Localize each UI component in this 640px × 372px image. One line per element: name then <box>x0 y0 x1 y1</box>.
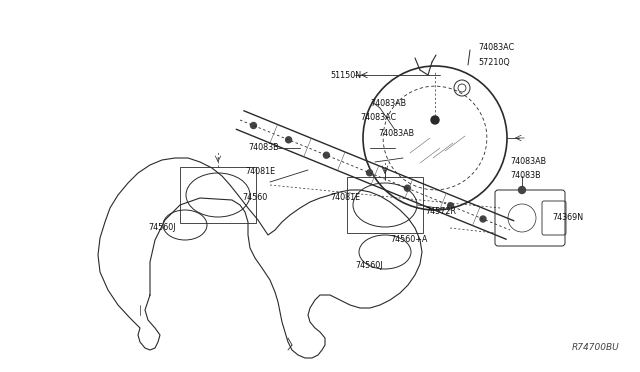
Bar <box>347 177 423 233</box>
Text: 74083B: 74083B <box>248 144 278 153</box>
Circle shape <box>250 122 257 128</box>
Circle shape <box>447 203 454 209</box>
Text: 74083AC: 74083AC <box>360 113 396 122</box>
Text: 74083AB: 74083AB <box>378 128 414 138</box>
Text: 74560J: 74560J <box>148 224 175 232</box>
Circle shape <box>431 116 439 124</box>
Circle shape <box>323 152 330 158</box>
Circle shape <box>285 137 292 143</box>
Text: 74560: 74560 <box>242 193 268 202</box>
Text: 74081E: 74081E <box>245 167 275 176</box>
Text: 74572R: 74572R <box>425 208 456 217</box>
Text: R74700BU: R74700BU <box>572 343 620 352</box>
Text: 74081E: 74081E <box>330 193 360 202</box>
Text: 74083AB: 74083AB <box>510 157 546 167</box>
Text: 74083AC: 74083AC <box>478 44 514 52</box>
Text: 74560+A: 74560+A <box>390 235 428 244</box>
Text: 74083B: 74083B <box>510 170 541 180</box>
Text: 57210Q: 57210Q <box>478 58 509 67</box>
Text: 51150N: 51150N <box>330 71 361 80</box>
Text: 74083AB: 74083AB <box>370 99 406 108</box>
Circle shape <box>518 186 525 193</box>
Bar <box>180 167 256 223</box>
Circle shape <box>480 216 486 222</box>
Circle shape <box>367 170 372 176</box>
Text: 74369N: 74369N <box>552 214 583 222</box>
Circle shape <box>404 185 410 191</box>
Text: 74560J: 74560J <box>355 260 383 269</box>
